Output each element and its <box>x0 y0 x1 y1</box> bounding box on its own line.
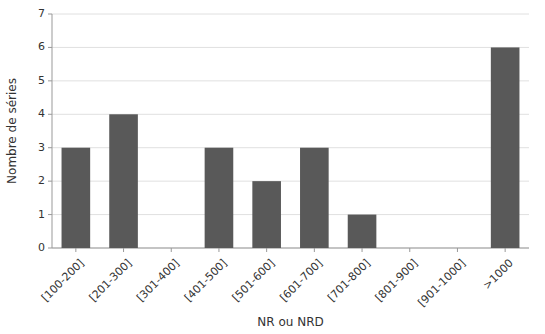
x-tick <box>362 248 363 252</box>
y-tick-label: 3 <box>38 141 45 154</box>
x-tick <box>266 248 267 252</box>
y-tick-label: 2 <box>38 174 45 187</box>
bar <box>62 148 91 248</box>
y-axis-line <box>52 14 53 248</box>
y-tick <box>48 14 52 15</box>
y-tick <box>48 114 52 115</box>
grid-line <box>52 80 529 81</box>
bar <box>300 148 329 248</box>
bar <box>348 215 377 248</box>
x-tick-label: [601-700] <box>277 257 325 305</box>
x-tick-label: [901-1000] <box>416 257 469 310</box>
x-tick-label: [401-500] <box>182 257 230 305</box>
x-tick-label: [201-300] <box>87 257 135 305</box>
y-tick-label: 7 <box>38 7 45 20</box>
y-tick <box>48 80 52 81</box>
axes: 0 1 2 3 4 5 6 7 [100-200][201-300][301-400][401-… <box>38 7 529 309</box>
bar <box>157 248 186 249</box>
x-axis-label: NR ou NRD <box>257 315 323 329</box>
x-tick <box>75 248 76 252</box>
grid-line <box>52 14 529 15</box>
x-tick <box>123 248 124 252</box>
y-tick <box>48 181 52 182</box>
x-tick <box>409 248 410 252</box>
x-tick-label: [301-400] <box>134 257 182 305</box>
y-tick-label: 6 <box>38 40 45 53</box>
x-tick <box>457 248 458 252</box>
y-axis-label: Nombre de séries <box>5 78 19 184</box>
y-tick <box>48 147 52 148</box>
bar <box>443 248 472 249</box>
bar <box>395 248 424 249</box>
bar <box>205 148 234 248</box>
x-tick <box>218 248 219 252</box>
y-tick-label: 5 <box>38 74 45 87</box>
grid-line <box>52 47 529 48</box>
bar <box>491 47 520 248</box>
y-tick <box>48 47 52 48</box>
x-tick-label: [100-200] <box>39 257 87 305</box>
chart-svg: 0 1 2 3 4 5 6 7 [100-200][201-300][301-400][401-… <box>0 0 545 334</box>
y-tick-label: 4 <box>38 107 45 120</box>
y-tick-label: 1 <box>38 208 45 221</box>
x-tick-label: [501-600] <box>230 257 278 305</box>
x-tick <box>314 248 315 252</box>
x-tick-label: [801-900] <box>373 257 421 305</box>
bars <box>62 47 520 248</box>
bar <box>252 181 281 248</box>
grid <box>52 14 529 248</box>
x-tick <box>505 248 506 252</box>
x-tick-label: >1000 <box>480 257 516 293</box>
y-tick-label: 0 <box>38 241 45 254</box>
x-tick-label: [701-800] <box>325 257 373 305</box>
x-tick <box>171 248 172 252</box>
y-tick <box>48 214 52 215</box>
y-tick <box>48 248 52 249</box>
chart-container: 0 1 2 3 4 5 6 7 [100-200][201-300][301-400][401-… <box>0 0 545 334</box>
bar <box>109 114 138 248</box>
